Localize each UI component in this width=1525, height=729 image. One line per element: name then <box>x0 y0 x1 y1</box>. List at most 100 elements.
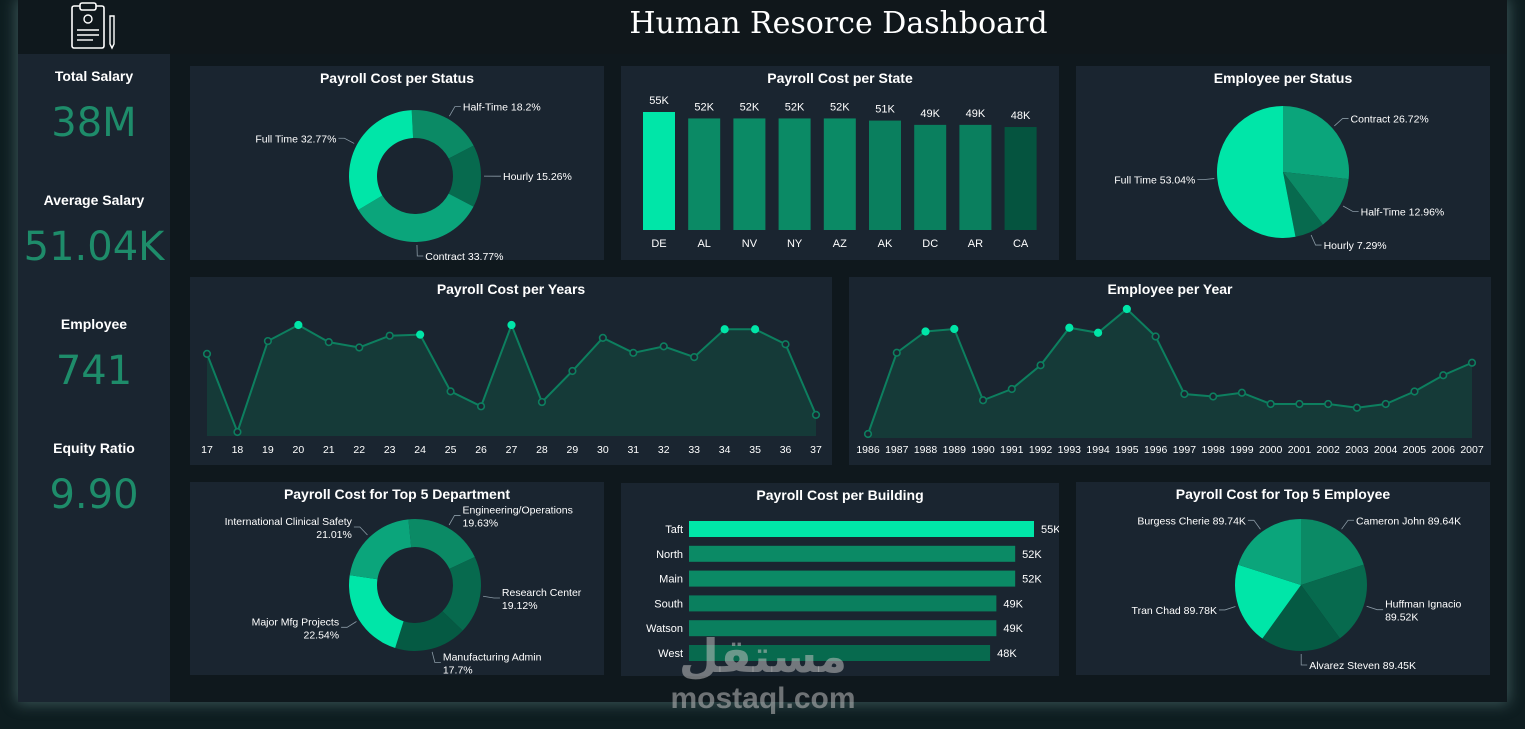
data-point <box>629 348 638 357</box>
data-label: 19.12% <box>502 600 538 612</box>
tick-label: 18 <box>232 444 244 456</box>
data-label: Half-Time 18.2% <box>463 102 541 114</box>
bar-ar <box>959 124 992 230</box>
data-label: Alvarez Steven 89.45K <box>1309 660 1416 672</box>
kpi-sidebar: Total Salary 38M Average Salary 51.04K E… <box>18 0 170 702</box>
tick-label: 2000 <box>1259 444 1283 456</box>
tick-label: South <box>654 598 683 610</box>
tick-label: AK <box>878 238 893 250</box>
chart-title: Payroll Cost for Top 5 Employee <box>1175 486 1391 502</box>
tick-label: DC <box>922 238 938 250</box>
tick-label: 1995 <box>1115 444 1139 456</box>
data-label: 17.7% <box>443 664 473 675</box>
tick-label: 35 <box>749 444 761 456</box>
data-point <box>1352 403 1362 412</box>
pie-slice-major-mfg-projects <box>349 575 404 648</box>
data-point <box>537 397 547 407</box>
data-label: 22.54% <box>303 629 339 641</box>
tick-label: 20 <box>293 444 305 456</box>
panel-payroll-building: Payroll Cost per Building Taft 55K North 52… <box>621 483 1061 676</box>
pie-slice-hourly <box>448 145 482 207</box>
data-point <box>1007 384 1016 394</box>
data-label: Contract 33.77% <box>425 251 503 260</box>
data-label: 21.01% <box>316 529 352 541</box>
pie-slice-tran-chad <box>1235 564 1301 639</box>
panel-payroll-employee: Payroll Cost for Top 5 Employee Cameron … <box>1076 482 1490 675</box>
tick-label: CA <box>1013 238 1029 250</box>
tick-label: Taft <box>665 524 683 536</box>
data-point <box>1295 399 1304 409</box>
data-label: 52K <box>830 101 850 113</box>
pie-slice-hourly <box>1283 172 1323 237</box>
tick-label: 21 <box>323 444 335 456</box>
data-point <box>659 342 668 351</box>
data-point <box>598 333 607 342</box>
data-point <box>324 338 333 347</box>
data-point <box>690 352 699 362</box>
tick-label: 2002 <box>1317 444 1341 456</box>
leader-line <box>416 244 424 257</box>
page-title: Human Resorce Dashboard <box>629 6 1048 41</box>
data-point <box>416 330 425 339</box>
panel-employee-status: Employee per Status Contract 26.72% Half-… <box>1076 66 1490 260</box>
leader-line <box>341 621 357 628</box>
kpi-employee-value: 741 <box>55 348 133 394</box>
data-label: 55K <box>649 95 669 107</box>
tick-label: AL <box>697 238 710 250</box>
data-label: 52K <box>1022 574 1042 586</box>
tick-label: 2006 <box>1432 444 1456 456</box>
area-fill <box>868 309 1472 438</box>
data-point <box>921 327 930 336</box>
data-label: Hourly 7.29% <box>1324 240 1387 252</box>
pie-slice-burgess-cherie <box>1238 519 1301 585</box>
chart-title: Payroll Cost per State <box>767 70 913 86</box>
pie-slice-research-center <box>442 557 482 631</box>
data-point <box>1381 399 1390 409</box>
chart-title: Payroll Cost per Building <box>756 487 924 503</box>
data-point <box>1151 332 1160 341</box>
bar-dc <box>914 124 947 230</box>
dashboard-header: Human Resorce Dashboard <box>170 0 1507 54</box>
data-point <box>811 410 821 419</box>
data-label: 49K <box>1003 598 1023 610</box>
data-label: Burgess Cherie 89.74K <box>1137 515 1246 527</box>
data-point <box>202 349 212 358</box>
data-point <box>233 427 242 437</box>
data-label: Cameron John 89.64K <box>1356 515 1461 527</box>
data-point <box>1237 388 1247 397</box>
data-point <box>1324 399 1333 409</box>
leader-line <box>1247 519 1261 530</box>
tick-label: 1999 <box>1230 444 1254 456</box>
data-label: Research Center <box>502 587 582 599</box>
data-point <box>568 366 577 376</box>
data-point <box>978 396 988 405</box>
data-point <box>1122 304 1131 314</box>
payroll-state-chart: 55K DE 52K AL 52K NV 52K NY 52K AZ 51K AK 49K DC 49K AR… <box>643 95 1037 250</box>
panel-employee-year: Employee per Year 1986 1987 1988 1989 1990 19… <box>849 277 1491 465</box>
tick-label: 1990 <box>971 444 995 456</box>
data-label: 49K <box>920 108 940 120</box>
data-label: Manufacturing Admin <box>443 651 542 663</box>
leader-line <box>1300 653 1308 666</box>
payroll-employee-chart: Cameron John 89.64K Huffman Ignacio89.52K… <box>1132 515 1462 672</box>
tick-label: 37 <box>810 444 822 456</box>
chart-title: Payroll Cost for Top 5 Department <box>283 486 511 502</box>
bar-west <box>689 645 991 661</box>
tick-label: DE <box>651 238 666 250</box>
data-point <box>385 331 394 340</box>
data-point <box>1065 323 1074 332</box>
kpi-average-salary-label: Average Salary <box>43 192 145 208</box>
tick-label: West <box>658 648 683 660</box>
leader-line <box>1342 205 1359 212</box>
tick-label: 1994 <box>1086 444 1110 456</box>
tick-label: Watson <box>646 623 683 635</box>
leader-line <box>1197 178 1215 181</box>
data-point <box>446 387 455 396</box>
leader-line <box>1310 234 1322 246</box>
data-point <box>263 336 272 346</box>
payroll-status-chart: Half-Time 18.2% Hourly 15.26% Contract 33.… <box>255 102 572 263</box>
leader-line <box>353 526 368 536</box>
pie-slice-international-clinical-safety <box>349 519 412 580</box>
tick-label: 34 <box>719 444 731 456</box>
data-label: Hourly 15.26% <box>503 171 572 183</box>
